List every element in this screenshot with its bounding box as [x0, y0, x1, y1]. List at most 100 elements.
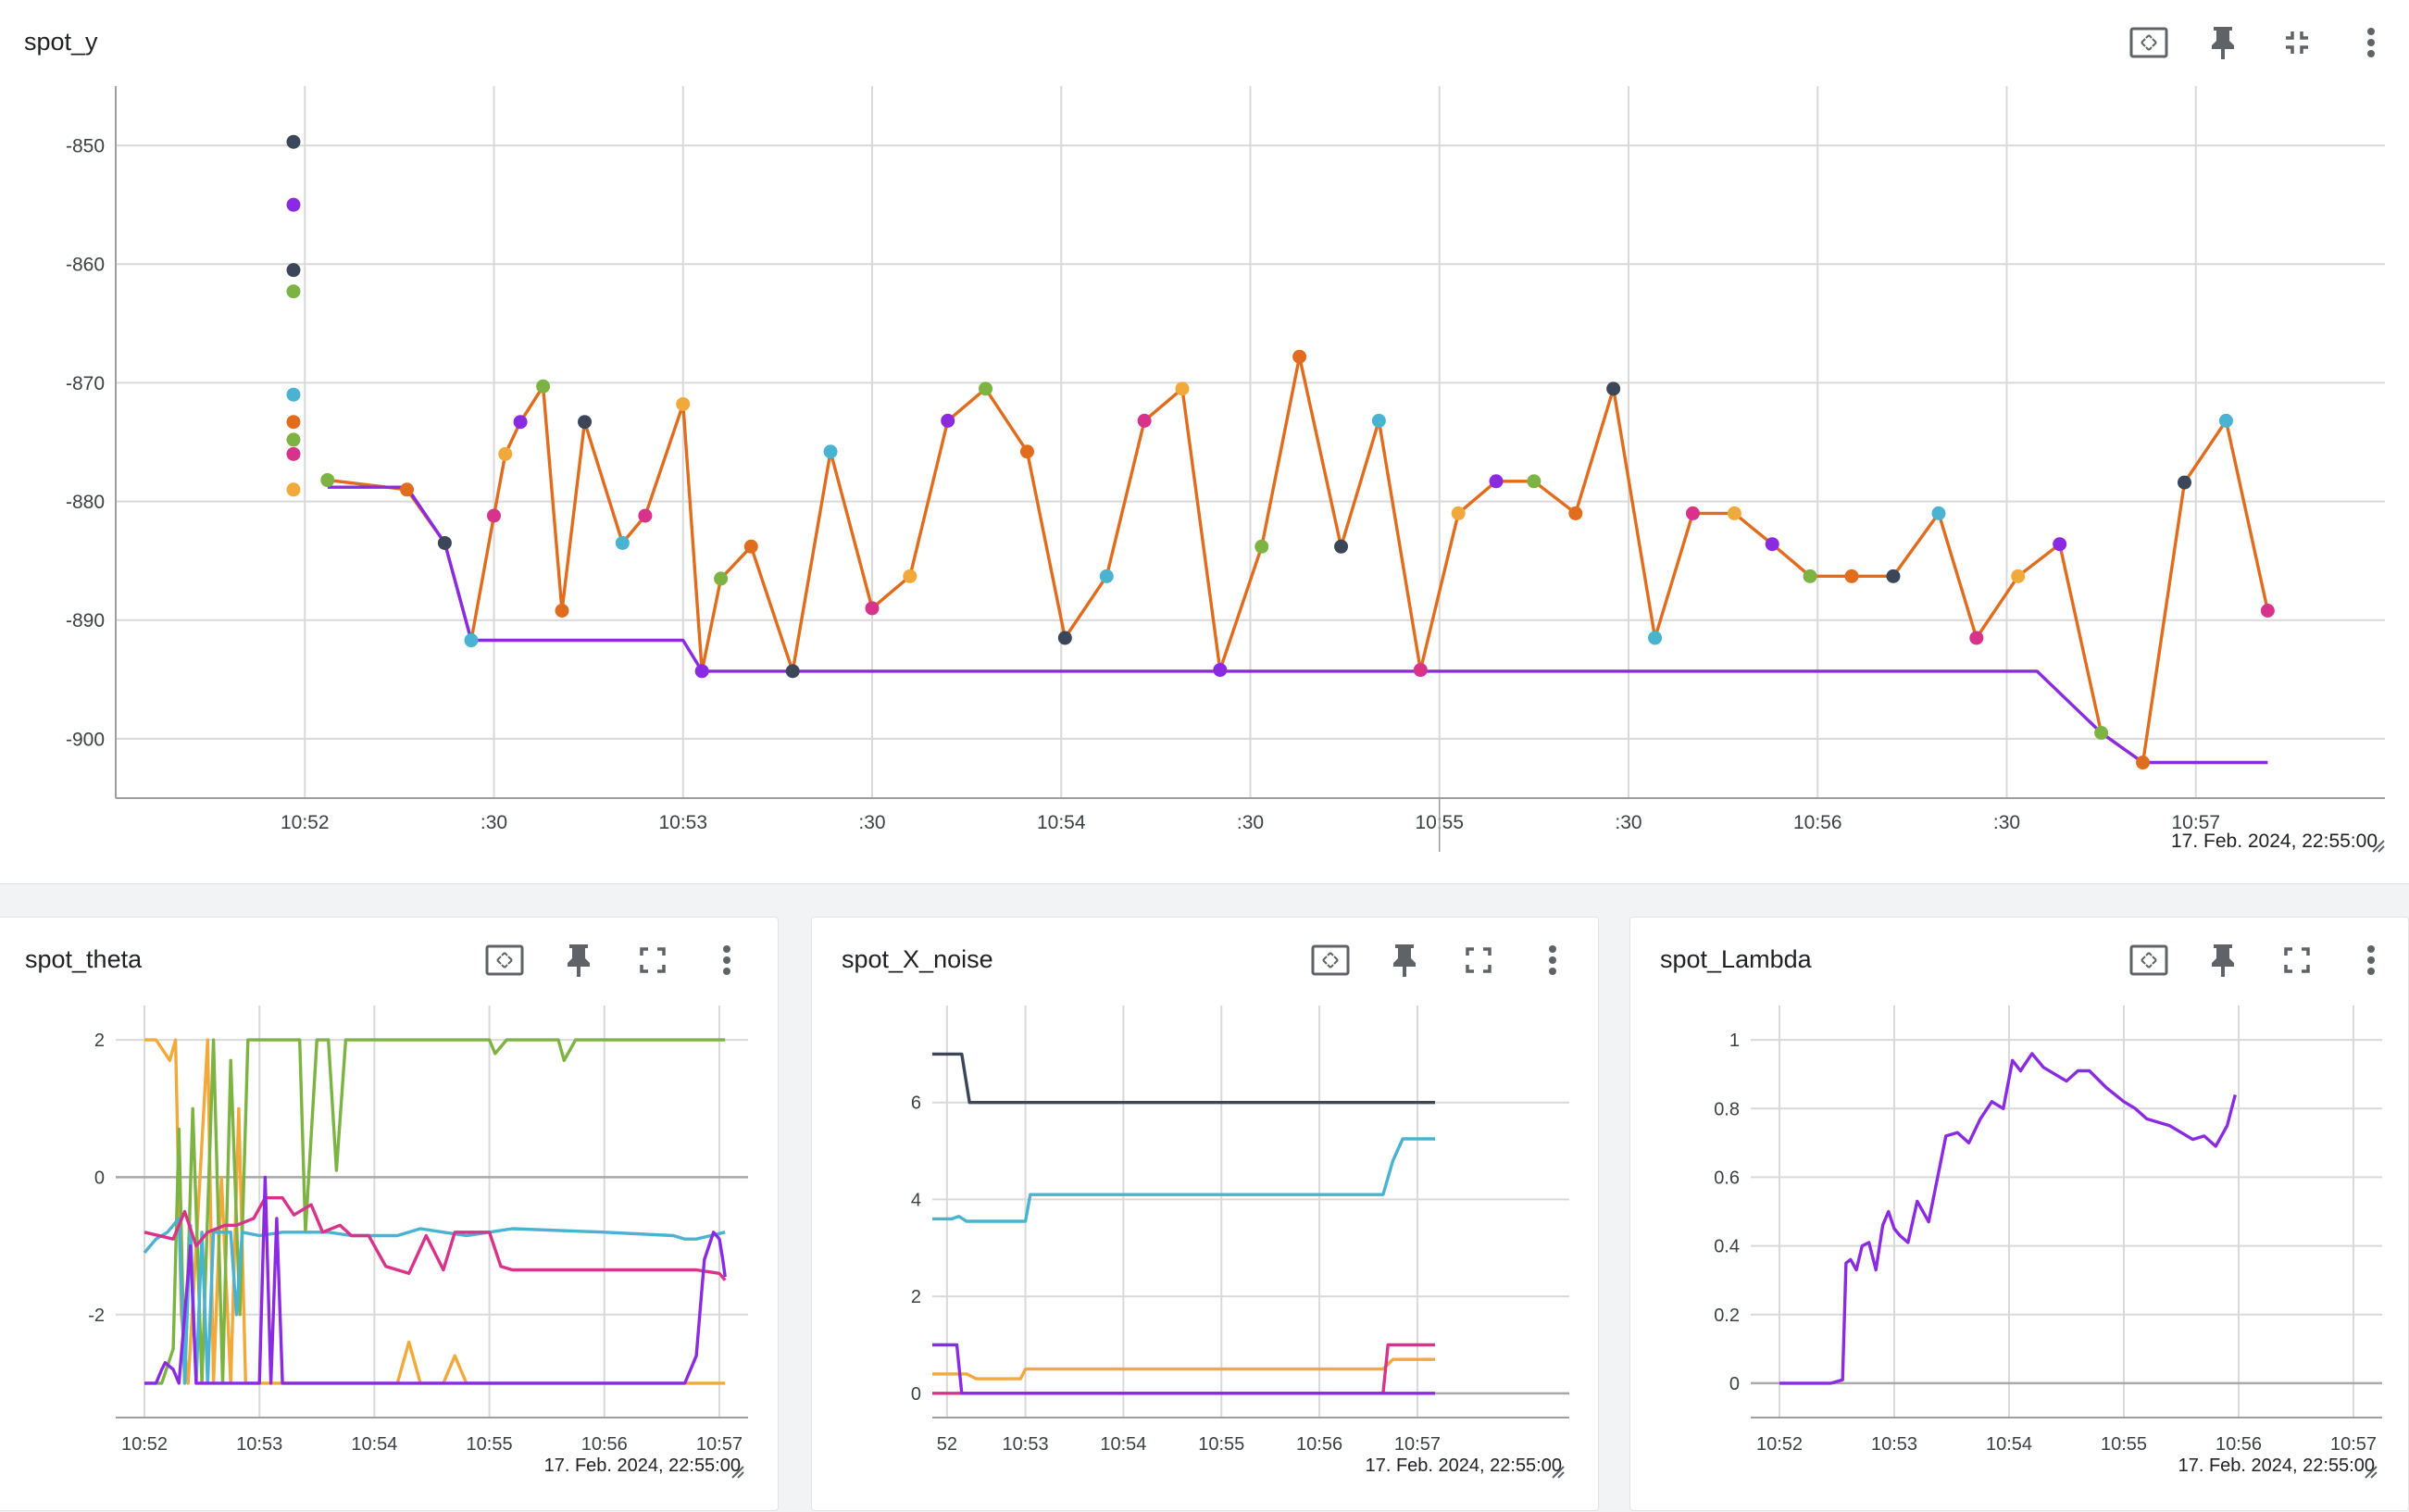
- data-point: [1931, 506, 1946, 520]
- x-tick-label: 10:57: [1394, 1434, 1441, 1455]
- data-point: [1413, 663, 1428, 678]
- series-line-purple: [1779, 1052, 2237, 1385]
- data-point: [903, 569, 917, 583]
- y-tick-label: 1: [1729, 1031, 1740, 1051]
- fit-to-data-icon[interactable]: [2121, 936, 2177, 984]
- fit-to-data-icon[interactable]: [477, 936, 532, 984]
- data-point: [578, 415, 593, 430]
- data-point: [1648, 631, 1663, 645]
- data-point: [286, 134, 301, 149]
- data-point: [823, 444, 838, 459]
- data-point: [2136, 756, 2151, 770]
- data-point: [1765, 537, 1779, 552]
- x-tick-label: 10:53: [236, 1434, 282, 1455]
- series-line-magenta: [144, 1196, 727, 1281]
- resize-handle-icon: [1552, 1466, 1565, 1479]
- y-tick-label: 0: [1729, 1374, 1740, 1394]
- data-point: [487, 508, 501, 523]
- more-vert-icon[interactable]: [1525, 936, 1580, 984]
- y-tick-label: -880: [66, 492, 105, 513]
- series-line-purple: [327, 485, 2268, 765]
- data-point: [286, 284, 301, 299]
- y-tick-label: 0: [94, 1168, 105, 1188]
- spot-y-panel: spot_y -850 -860 -870 -880 -890 -900 10:52:30 1…: [0, 0, 2409, 884]
- data-point: [2011, 569, 2026, 583]
- hover-timestamp: 17. Feb. 2024, 22:55:00: [2178, 1456, 2375, 1476]
- series-line-green: [144, 1038, 726, 1385]
- pin-icon[interactable]: [1377, 936, 1432, 984]
- pin-icon[interactable]: [551, 936, 606, 984]
- data-point: [2053, 537, 2067, 552]
- series-line-purple: [932, 1343, 1435, 1395]
- data-point: [743, 539, 758, 554]
- x-tick-label: 10:54: [351, 1434, 397, 1455]
- x-tick-label: 10:54: [1100, 1434, 1146, 1455]
- fit-to-data-icon[interactable]: [2121, 19, 2177, 67]
- data-point: [1803, 569, 1817, 583]
- expand-icon[interactable]: [1451, 936, 1506, 984]
- y-tick-label: 4: [911, 1190, 921, 1210]
- expand-icon[interactable]: [2269, 936, 2325, 984]
- data-point: [2177, 475, 2191, 490]
- data-point: [785, 664, 800, 679]
- y-tick-label: -850: [66, 135, 105, 156]
- y-tick-label: -890: [66, 610, 105, 631]
- data-point: [286, 263, 301, 278]
- series-line-amber: [932, 1357, 1435, 1381]
- expand-icon[interactable]: [625, 936, 680, 984]
- x-tick-label: :30: [481, 812, 507, 833]
- data-point: [865, 601, 880, 616]
- x-tick-label: 10:56: [1296, 1434, 1342, 1455]
- hover-timestamp: 17. Feb. 2024, 22:55:00: [2171, 831, 2378, 852]
- y-tick-label: 0.4: [1714, 1237, 1740, 1257]
- series-line-purple: [144, 1175, 727, 1385]
- data-point: [979, 381, 993, 396]
- data-point: [941, 413, 955, 428]
- panel-title: spot_theta: [25, 945, 143, 973]
- y-tick-label: 0.6: [1714, 1168, 1740, 1188]
- x-tick-label: 10:57: [2330, 1434, 2377, 1455]
- spot-y-chart[interactable]: -850 -860 -870 -880 -890 -900 10:52:30 10:53:30…: [0, 0, 2409, 884]
- series-line-amber: [144, 1038, 726, 1385]
- panel-title: spot_Lambda: [1660, 945, 1812, 973]
- x-tick-label: 10:55: [2101, 1434, 2147, 1455]
- more-vert-icon[interactable]: [2343, 19, 2399, 67]
- more-vert-icon[interactable]: [699, 936, 755, 984]
- data-point: [1568, 506, 1583, 520]
- collapse-icon[interactable]: [2269, 19, 2325, 67]
- data-point: [1727, 506, 1741, 520]
- pin-icon[interactable]: [2195, 936, 2251, 984]
- x-tick-label: 10:53: [658, 812, 707, 833]
- data-point: [1606, 381, 1621, 396]
- x-tick-label: 10:52: [121, 1434, 168, 1455]
- data-point: [464, 633, 479, 648]
- data-point: [437, 535, 452, 550]
- spot-theta-panel: spot_theta 2 0 -2 10:52 10:53 10:54 10:55 10:56…: [0, 917, 779, 1511]
- data-point: [1254, 539, 1269, 554]
- y-tick-label: 2: [911, 1287, 921, 1307]
- y-tick-label: 0.8: [1714, 1099, 1740, 1119]
- y-tick-label: 2: [94, 1031, 105, 1051]
- y-tick-label: -860: [66, 255, 105, 276]
- data-point: [286, 432, 301, 447]
- hover-timestamp: 17. Feb. 2024, 22:55:00: [1366, 1456, 1562, 1476]
- data-point: [1099, 569, 1114, 583]
- data-point: [1685, 506, 1700, 520]
- x-tick-label: 10:57: [2171, 812, 2220, 833]
- x-tick-label: 10:52: [281, 812, 330, 833]
- y-tick-label: 0.2: [1714, 1306, 1740, 1326]
- data-point: [286, 387, 301, 402]
- data-point: [536, 379, 551, 394]
- more-vert-icon[interactable]: [2343, 936, 2399, 984]
- data-point: [555, 603, 569, 618]
- fit-to-data-icon[interactable]: [1303, 936, 1358, 984]
- x-tick-label: 10:53: [1003, 1434, 1049, 1455]
- panel-toolbar: [1303, 936, 1580, 984]
- spot-x-noise-panel: spot_X_noise 6 4 2 0 52 10:53 10:54 10:55 10:56 1…: [811, 917, 1599, 1511]
- pin-icon[interactable]: [2195, 19, 2251, 67]
- hover-timestamp: 17. Feb. 2024, 22:55:00: [544, 1456, 741, 1476]
- panel-title: spot_X_noise: [842, 945, 993, 973]
